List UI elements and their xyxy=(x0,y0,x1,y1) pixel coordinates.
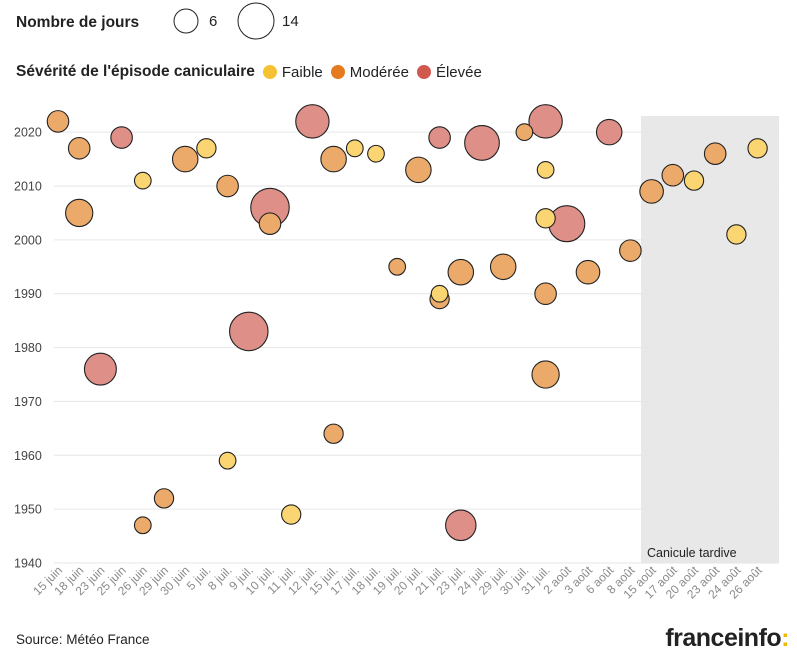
bubble-29-juil--1995 xyxy=(489,253,517,281)
bubble-30-juin-2015 xyxy=(171,145,199,173)
bubble-24-ao-t-2001 xyxy=(726,224,747,245)
shaded-region-label: Canicule tardive xyxy=(647,546,737,560)
severity-item-moderee: Modérée xyxy=(330,63,409,81)
bubble-21-juil--1990 xyxy=(430,284,449,303)
bubbles-layer xyxy=(46,104,768,542)
size-legend-small-label: 6 xyxy=(209,13,217,30)
size-legend-title: Nombre de jours xyxy=(16,14,139,31)
severity-label-faible: Faible xyxy=(281,63,323,81)
y-tick-label: 1990 xyxy=(14,287,42,301)
bubble-25-juin-2019 xyxy=(110,126,133,149)
bubble-15-juin-2022 xyxy=(46,110,70,133)
bubble-3-ao-t-1994 xyxy=(575,259,601,285)
bubble-23-juil--1994 xyxy=(447,258,475,286)
bubble-11-juil--1949 xyxy=(281,504,302,525)
brand-logo: franceinfo: xyxy=(665,624,789,653)
gridlines-layer xyxy=(54,131,779,564)
bubble-23-juin-1976 xyxy=(83,352,117,386)
brand-text: franceinfo xyxy=(665,624,782,652)
bubble-15-juil--1964 xyxy=(323,423,344,444)
bubble-5-juil--2017 xyxy=(196,138,217,159)
bubble-30-juil--2020 xyxy=(515,123,534,142)
y-tick-label: 1970 xyxy=(14,395,42,409)
bubble-17-ao-t-2012 xyxy=(661,163,685,187)
severity-label-moderee: Modérée xyxy=(349,63,409,81)
y-axis-ticks: 1940 1950 1960 1970 1980 1990 2000 2010 2020 xyxy=(14,126,42,571)
y-tick-label: 1960 xyxy=(14,449,42,463)
severity-dot-moderee xyxy=(330,65,345,79)
size-legend-large-label: 14 xyxy=(282,13,299,30)
severity-dot-elevee xyxy=(416,65,431,79)
bubble-26-juin-2011 xyxy=(133,171,152,190)
bubble-29-juin-1952 xyxy=(153,488,175,509)
bubble-20-ao-t-2011 xyxy=(683,170,705,191)
severity-legend: Sévérité de l'épisode caniculaire Faible… xyxy=(16,58,776,86)
bubble-17-juil--2017 xyxy=(345,139,364,158)
bubble-23-ao-t-2016 xyxy=(703,142,727,166)
size-legend-small-circle xyxy=(173,8,199,34)
y-tick-label: 1950 xyxy=(14,503,42,517)
severity-item-elevee: Élevée xyxy=(416,63,482,81)
bubble-8-ao-t-1998 xyxy=(619,239,642,262)
y-tick-label: 1940 xyxy=(14,557,42,571)
bubble-24-juil--2018 xyxy=(464,125,500,161)
bubble-26-ao-t-2017 xyxy=(747,138,768,159)
size-legend-large-circle xyxy=(237,2,275,40)
bubble-31-juil--1990 xyxy=(534,282,557,306)
bubble-9-juil--1983 xyxy=(229,311,269,352)
bubble-8-juil--2010 xyxy=(216,174,239,198)
size-legend: Nombre de jours 6 14 xyxy=(16,0,416,44)
severity-item-faible: Faible xyxy=(262,63,323,81)
bubble-26-juin-1947 xyxy=(133,516,152,535)
y-tick-label: 2020 xyxy=(14,126,42,140)
source-note: Source: Météo France xyxy=(16,632,150,647)
severity-legend-title: Sévérité de l'épisode caniculaire xyxy=(16,63,255,80)
bubble-18-juin-2005 xyxy=(65,198,94,228)
bubble-12-juil--2022 xyxy=(295,104,330,139)
bubble-31-juil--2022 xyxy=(528,104,563,139)
y-tick-label: 2000 xyxy=(14,233,42,247)
bubble-31-juil--2013 xyxy=(536,160,555,179)
bubble-18-juin-2017 xyxy=(67,137,91,160)
bubble-15-ao-t-2009 xyxy=(639,179,664,204)
bubble-19-juil--1995 xyxy=(388,257,407,276)
bubble-18-juil--2016 xyxy=(367,144,385,163)
size-legend-graphic: Nombre de jours 6 14 xyxy=(16,2,299,40)
shaded-region-late-heatwave xyxy=(641,116,779,563)
severity-dot-faible xyxy=(262,65,277,79)
bubble-8-juil--1959 xyxy=(218,451,237,470)
bubble-31-juil--2004 xyxy=(535,208,556,229)
shaded-region-layer: Canicule tardive xyxy=(641,116,779,563)
bubble-10-juil--2003 xyxy=(258,212,282,236)
brand-mark: : xyxy=(781,624,789,652)
bubble-21-juil--2019 xyxy=(428,126,451,149)
bubble-20-juil--2013 xyxy=(405,156,432,184)
bubble-6-ao-t-2020 xyxy=(595,118,623,146)
y-tick-label: 2010 xyxy=(14,180,42,194)
bubble-15-juil--2015 xyxy=(320,145,347,173)
bubble-23-juil--1947 xyxy=(445,509,477,542)
severity-label-elevee: Élevée xyxy=(435,63,482,81)
bubble-31-juil--1975 xyxy=(531,360,560,389)
y-tick-label: 1980 xyxy=(14,341,42,355)
